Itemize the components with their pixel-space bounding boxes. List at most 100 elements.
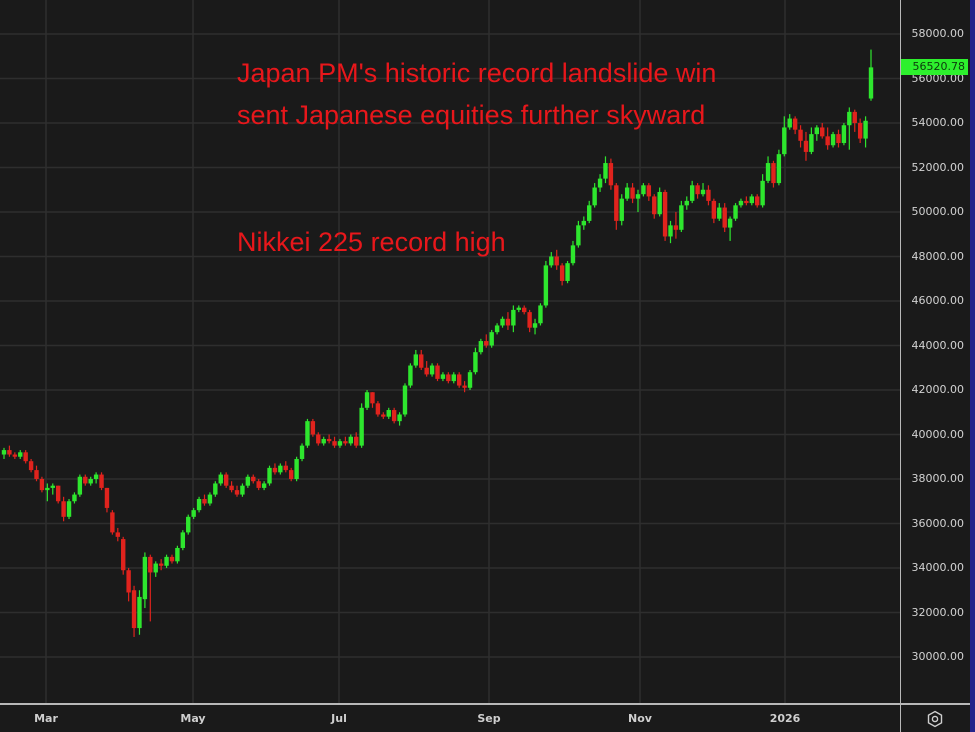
candle bbox=[131, 585, 137, 637]
y-tick-label: 44000.00 bbox=[911, 338, 965, 352]
candle bbox=[646, 183, 652, 201]
candle bbox=[630, 183, 635, 204]
candle bbox=[462, 381, 467, 393]
candle bbox=[7, 445, 12, 457]
candle bbox=[364, 390, 370, 411]
candle bbox=[852, 109, 857, 132]
candle bbox=[256, 479, 261, 491]
candle bbox=[397, 412, 402, 426]
candle bbox=[66, 499, 72, 520]
candle bbox=[738, 198, 744, 208]
candle bbox=[12, 452, 18, 459]
y-tick-label: 40000.00 bbox=[911, 427, 965, 441]
candle bbox=[45, 483, 50, 502]
candle bbox=[202, 494, 207, 506]
candle bbox=[652, 194, 657, 219]
candle bbox=[814, 125, 820, 141]
candle bbox=[570, 240, 576, 266]
candle bbox=[386, 407, 391, 419]
y-tick-label: 52000.00 bbox=[911, 160, 965, 174]
candle bbox=[375, 401, 381, 417]
candle bbox=[830, 131, 836, 148]
candle bbox=[381, 412, 386, 419]
candle bbox=[435, 363, 440, 382]
y-tick-label: 54000.00 bbox=[911, 116, 965, 129]
candle bbox=[836, 129, 841, 148]
candle bbox=[278, 463, 283, 475]
candle bbox=[191, 507, 196, 520]
candle bbox=[624, 183, 630, 201]
candle bbox=[61, 496, 66, 522]
candle bbox=[321, 436, 326, 446]
candle bbox=[408, 363, 413, 388]
candle bbox=[267, 465, 272, 486]
candle bbox=[494, 323, 500, 335]
chart-settings-button[interactable] bbox=[900, 703, 970, 732]
price-axis[interactable]: 58000.00 56000.00 54000.00 52000.00 50000.00… bbox=[900, 0, 970, 732]
candle bbox=[213, 481, 218, 497]
candle bbox=[749, 194, 754, 206]
candle bbox=[446, 372, 451, 384]
candle bbox=[581, 216, 587, 230]
candle bbox=[527, 309, 532, 333]
candle bbox=[402, 383, 408, 417]
candle bbox=[456, 372, 462, 388]
candle bbox=[354, 432, 359, 448]
candle bbox=[1, 447, 7, 459]
candle bbox=[484, 334, 489, 348]
candle bbox=[391, 407, 397, 424]
candle bbox=[288, 467, 294, 482]
candle bbox=[657, 187, 662, 217]
candle bbox=[240, 483, 245, 497]
candle bbox=[440, 372, 446, 382]
candle bbox=[429, 363, 435, 377]
candle bbox=[370, 392, 375, 408]
candle bbox=[18, 450, 23, 459]
candle bbox=[516, 305, 521, 313]
candle bbox=[23, 450, 28, 464]
y-tick-label: 34000.00 bbox=[911, 561, 965, 574]
y-tick-label: 30000.00 bbox=[911, 650, 965, 663]
candle bbox=[50, 483, 55, 495]
candle bbox=[776, 149, 782, 186]
candle bbox=[359, 403, 364, 448]
y-tick-label: 46000.00 bbox=[911, 294, 965, 307]
candle bbox=[158, 559, 164, 571]
candle bbox=[727, 216, 733, 241]
y-tick-label: 48000.00 bbox=[911, 249, 965, 263]
candle bbox=[88, 476, 93, 486]
candle bbox=[782, 116, 787, 157]
candle bbox=[126, 568, 131, 602]
candle bbox=[424, 361, 429, 377]
candle bbox=[662, 189, 668, 241]
candle bbox=[820, 123, 825, 139]
candle bbox=[798, 125, 803, 148]
candle bbox=[787, 114, 792, 130]
candle bbox=[294, 456, 299, 482]
candle bbox=[668, 220, 673, 244]
candle bbox=[511, 305, 516, 333]
candle bbox=[841, 123, 847, 146]
candle bbox=[180, 530, 186, 551]
candle bbox=[326, 434, 332, 444]
candle bbox=[608, 158, 614, 190]
x-tick-label: 2026 bbox=[769, 712, 801, 725]
candle bbox=[110, 510, 115, 535]
time-axis[interactable]: Mar May Jul Sep Nov 2026 bbox=[0, 703, 900, 732]
candle bbox=[39, 476, 45, 493]
candle bbox=[635, 189, 641, 212]
candle bbox=[603, 156, 608, 184]
plot-area[interactable] bbox=[0, 0, 900, 703]
candle bbox=[825, 127, 830, 150]
candle bbox=[505, 312, 511, 330]
candle bbox=[310, 418, 316, 437]
candle bbox=[489, 329, 494, 348]
y-tick-label: 38000.00 bbox=[911, 472, 965, 485]
y-tick-label: 36000.00 bbox=[911, 516, 965, 530]
candle bbox=[587, 200, 592, 224]
annotation-subhead: Nikkei 225 record high bbox=[237, 227, 506, 257]
candle bbox=[478, 338, 484, 355]
candle bbox=[565, 260, 570, 284]
candle bbox=[261, 481, 267, 491]
y-tick-label: 32000.00 bbox=[911, 605, 965, 619]
